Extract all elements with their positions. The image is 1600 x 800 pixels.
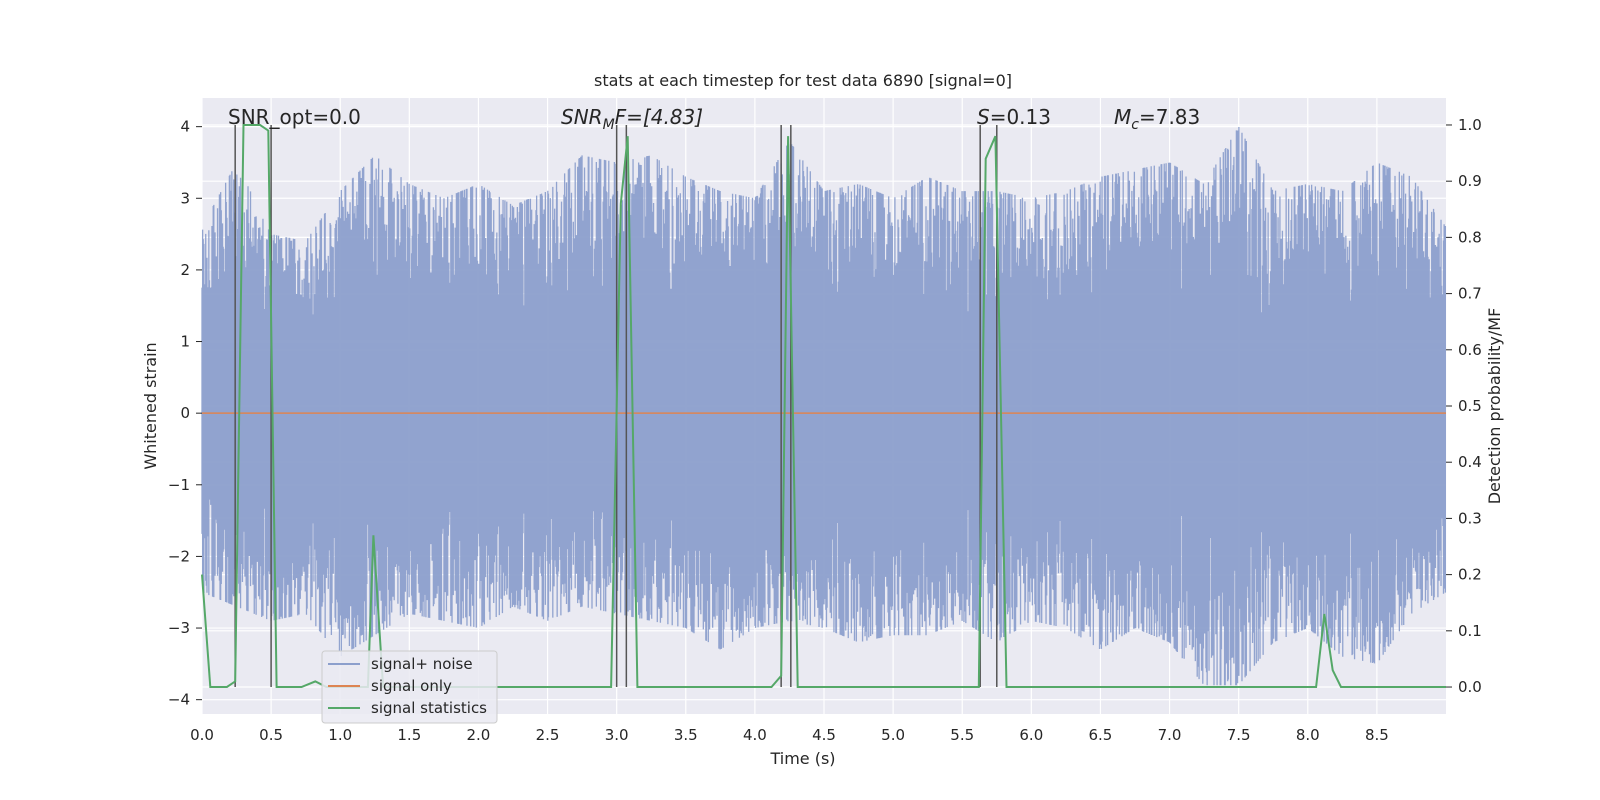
y-tick-label: 1 bbox=[180, 333, 190, 351]
x-tick-label: 1.0 bbox=[328, 726, 352, 744]
x-tick-label: 1.5 bbox=[397, 726, 421, 744]
y2-tick-label: 0.7 bbox=[1458, 285, 1482, 303]
y-tick-label: −1 bbox=[168, 476, 190, 494]
y2-tick-label: 1.0 bbox=[1458, 116, 1482, 134]
y-tick-label: 4 bbox=[180, 118, 190, 136]
y2-tick-label: 0.2 bbox=[1458, 566, 1482, 584]
x-tick-label: 4.0 bbox=[743, 726, 767, 744]
annotation-s: S=0.13 bbox=[977, 105, 1051, 129]
y2-tick-label: 0.8 bbox=[1458, 228, 1482, 246]
y2-axis-label: Detection probability/MF bbox=[1485, 308, 1504, 505]
y-axis-label: Whitened strain bbox=[141, 342, 160, 469]
annotation-snr-mf: SNRMF=[4.83] bbox=[561, 105, 703, 133]
signal-statistics-line bbox=[201, 124, 1446, 688]
x-tick-label: 7.5 bbox=[1227, 726, 1251, 744]
x-tick-label: 0.0 bbox=[190, 726, 214, 744]
x-tick-label: 0.5 bbox=[259, 726, 283, 744]
y-tick-label: 2 bbox=[180, 261, 190, 279]
legend-box bbox=[321, 650, 498, 724]
legend-label-signal: signal only bbox=[371, 677, 452, 695]
y-tick-label: 0 bbox=[180, 404, 190, 422]
y2-tick-label: 0.1 bbox=[1458, 622, 1482, 640]
y2-tick-label: 0.0 bbox=[1458, 678, 1482, 696]
y-tick-label: 3 bbox=[180, 189, 190, 207]
y2-tick-label: 0.9 bbox=[1458, 172, 1482, 190]
annotation-mc: Mc=7.83 bbox=[1114, 105, 1200, 133]
y-tick-label: −2 bbox=[168, 547, 190, 565]
x-tick-label: 2.5 bbox=[536, 726, 560, 744]
x-tick-label: 6.0 bbox=[1019, 726, 1043, 744]
y2-tick-label: 0.5 bbox=[1458, 397, 1482, 415]
legend-label-noise: signal+ noise bbox=[371, 655, 473, 673]
y2-tick-label: 0.3 bbox=[1458, 509, 1482, 527]
legend-label-stats: signal statistics bbox=[371, 699, 487, 717]
x-tick-label: 4.5 bbox=[812, 726, 836, 744]
y-tick-label: −4 bbox=[168, 691, 190, 709]
y2-tick-label: 0.4 bbox=[1458, 453, 1482, 471]
x-tick-label: 3.5 bbox=[674, 726, 698, 744]
y-tick-label: −3 bbox=[168, 619, 190, 637]
y2-tick-label: 0.6 bbox=[1458, 341, 1482, 359]
legend: signal+ noise signal only signal statist… bbox=[321, 650, 498, 724]
x-tick-label: 3.0 bbox=[605, 726, 629, 744]
x-tick-label: 8.0 bbox=[1296, 726, 1320, 744]
chart-title: stats at each timestep for test data 689… bbox=[594, 71, 1012, 90]
x-tick-label: 2.0 bbox=[467, 726, 491, 744]
x-tick-label: 5.0 bbox=[881, 726, 905, 744]
x-tick-label: 8.5 bbox=[1365, 726, 1389, 744]
x-tick-label: 6.5 bbox=[1089, 726, 1113, 744]
annotation-snr-opt: SNR_opt=0.0 bbox=[228, 105, 361, 129]
x-tick-label: 7.0 bbox=[1158, 726, 1182, 744]
x-axis-label: Time (s) bbox=[769, 749, 835, 768]
x-tick-label: 5.5 bbox=[950, 726, 974, 744]
